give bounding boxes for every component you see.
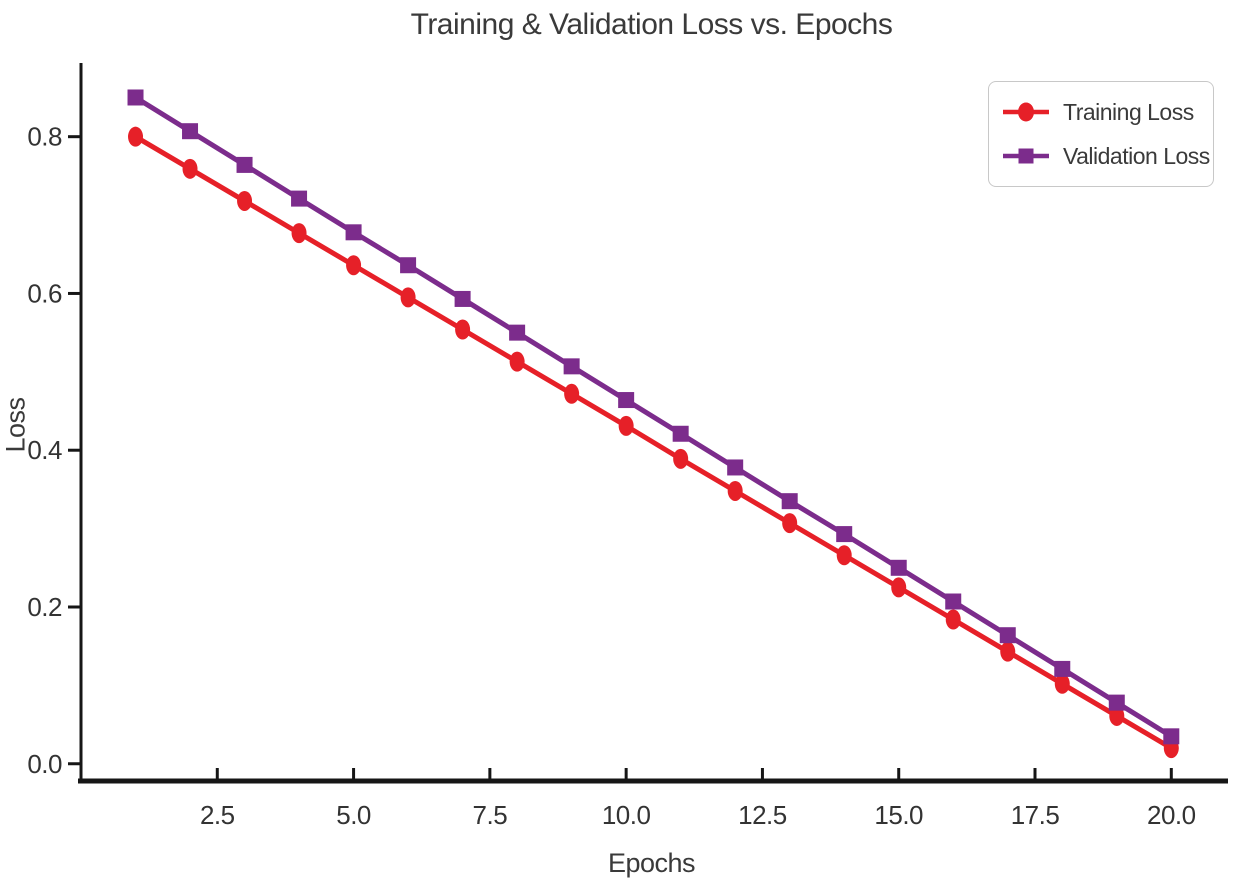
- validation-loss-marker: [509, 324, 526, 341]
- x-tick-label: 2.5: [200, 800, 235, 830]
- validation-loss-marker: [127, 89, 144, 106]
- training-loss-marker: [1000, 641, 1016, 662]
- chart-title: Training & Validation Loss vs. Epochs: [410, 8, 893, 41]
- training-loss-marker: [182, 158, 198, 179]
- training-loss-marker: [346, 255, 362, 276]
- y-tick-label: 0.2: [27, 592, 62, 622]
- validation-loss-legend-marker-icon: [1003, 148, 1049, 164]
- validation-loss-marker: [618, 392, 635, 409]
- training-loss-legend-marker-icon: [1003, 102, 1049, 122]
- validation-loss-marker: [454, 290, 471, 307]
- y-axis-label: Loss: [0, 397, 31, 453]
- legend-label-training-loss: Training Loss: [1063, 98, 1194, 125]
- y-tick-label: 0.4: [27, 435, 62, 465]
- x-axis-label: Epochs: [607, 848, 696, 878]
- validation-loss-marker: [345, 224, 362, 241]
- training-loss-marker: [945, 609, 961, 630]
- legend-label-validation-loss: Validation Loss: [1063, 142, 1210, 169]
- validation-loss-marker: [945, 593, 962, 610]
- training-loss-marker: [400, 287, 416, 308]
- training-loss-marker: [836, 545, 852, 566]
- validation-loss-line: [133, 94, 1174, 739]
- validation-loss-marker: [727, 459, 744, 476]
- validation-loss-marker: [1163, 728, 1180, 745]
- training-loss-marker: [727, 480, 743, 501]
- training-loss-marker: [891, 577, 907, 598]
- x-tick-label: 10.0: [602, 800, 651, 830]
- validation-loss-marker: [291, 190, 308, 207]
- x-tick-label: 7.5: [473, 800, 508, 830]
- training-loss-marker: [455, 319, 471, 340]
- validation-loss-marker: [182, 123, 199, 140]
- legend-item-training-loss: Training Loss: [1001, 99, 1201, 126]
- validation-loss-marker: [1108, 694, 1125, 711]
- x-tick-label: 12.5: [738, 800, 787, 830]
- validation-loss-marker: [781, 493, 798, 510]
- validation-loss-marker: [1054, 660, 1071, 677]
- validation-loss-marker: [563, 358, 580, 375]
- x-tick-label: 20.0: [1147, 800, 1196, 830]
- legend-item-validation-loss: Validation Loss: [1001, 143, 1210, 170]
- x-tick-label: 5.0: [336, 800, 371, 830]
- x-tick-label: 17.5: [1011, 800, 1060, 830]
- y-tick-label: 0.0: [27, 749, 62, 779]
- validation-loss-marker: [672, 425, 689, 442]
- validation-loss-marker: [890, 559, 907, 576]
- training-loss-marker: [782, 513, 798, 534]
- y-tick-label: 0.6: [27, 278, 62, 308]
- training-loss-line: [133, 134, 1174, 751]
- training-loss-marker: [237, 190, 253, 211]
- validation-loss-marker: [236, 156, 253, 173]
- training-loss-marker: [673, 448, 689, 469]
- training-loss-marker: [1054, 673, 1070, 694]
- training-loss-marker: [509, 351, 525, 372]
- training-loss-marker: [291, 223, 307, 244]
- legend: Training Loss Validation Loss: [988, 81, 1214, 187]
- training-loss-marker: [618, 415, 634, 436]
- validation-loss-marker: [400, 257, 417, 274]
- x-tick-label: 15.0: [874, 800, 923, 830]
- validation-loss-marker: [836, 526, 853, 543]
- validation-loss-marker: [999, 627, 1016, 644]
- training-loss-marker: [1109, 705, 1125, 726]
- training-loss-marker: [564, 383, 580, 404]
- y-tick-label: 0.8: [27, 122, 62, 152]
- training-loss-marker: [128, 126, 144, 147]
